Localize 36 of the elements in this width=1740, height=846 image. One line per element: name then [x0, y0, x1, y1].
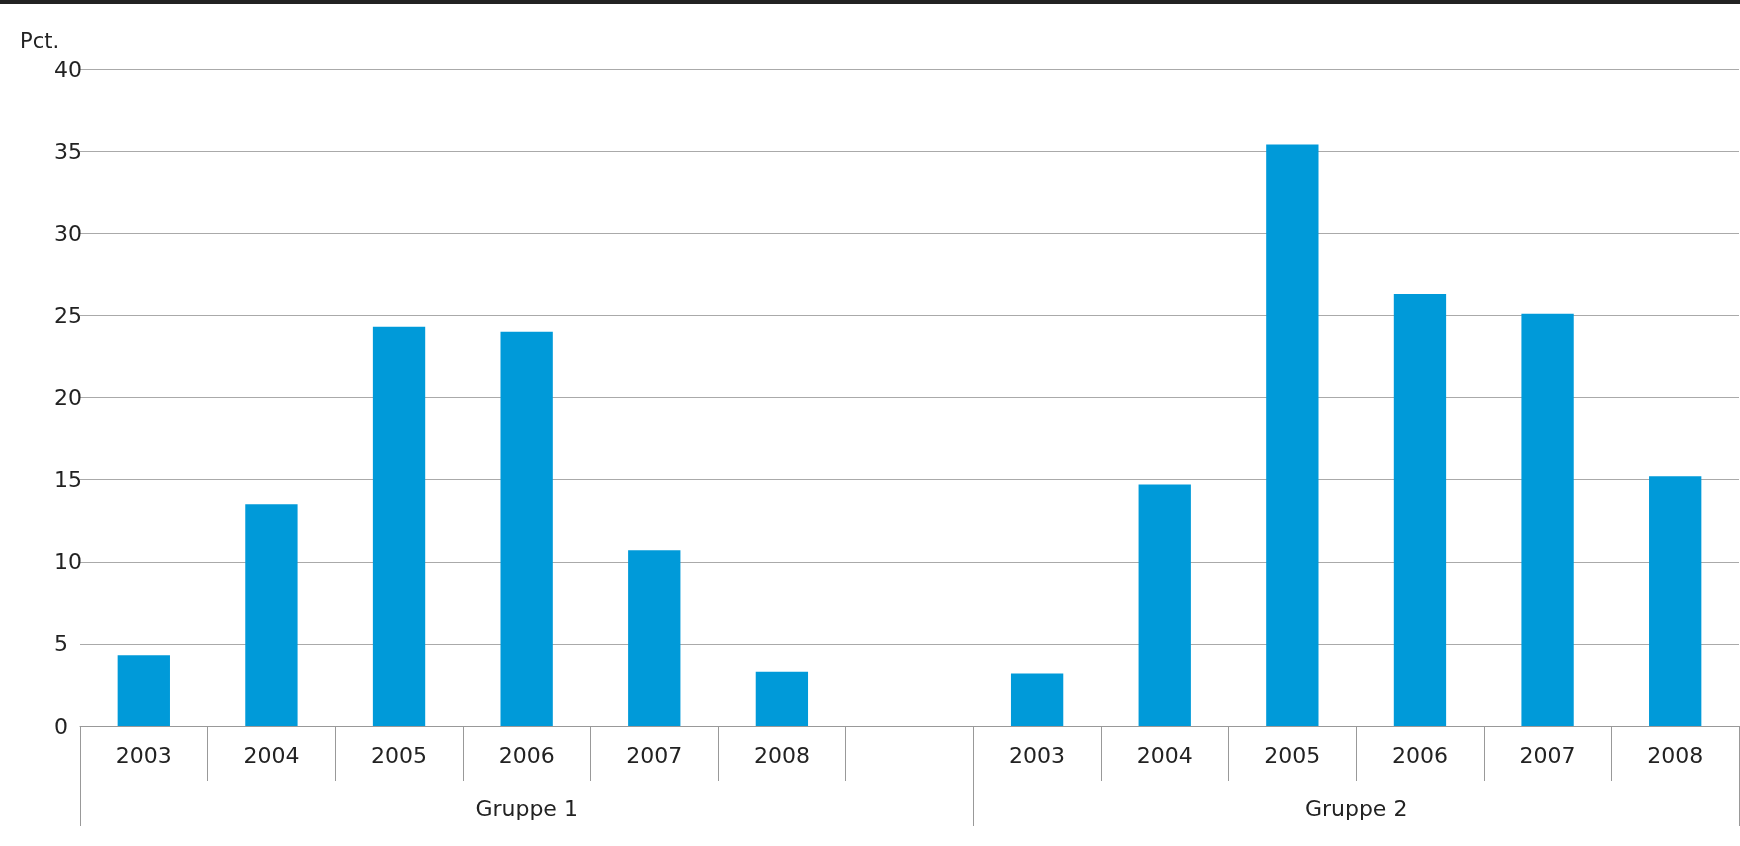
bar: [117, 655, 170, 726]
x-tick-label: 2006: [1391, 742, 1448, 768]
y-axis-title: Pct.: [20, 28, 60, 53]
y-tick-label: 15: [54, 467, 82, 493]
bar: [1138, 484, 1191, 726]
bar: [1266, 144, 1319, 726]
bar: [1393, 294, 1447, 726]
x-tick-label: 2005: [1264, 742, 1321, 768]
y-tick-label: 25: [54, 302, 82, 328]
text: Gruppe 2: [1304, 795, 1408, 821]
bar: [500, 331, 553, 726]
y-tick-label: 35: [54, 138, 82, 164]
bar: [628, 550, 681, 726]
x-tick-label: 2005: [371, 742, 428, 768]
x-tick-label: 2008: [1647, 742, 1704, 768]
x-tick-label: 2004: [243, 742, 300, 768]
bar: [245, 504, 298, 726]
bar: [1010, 673, 1064, 726]
x-tick-label: 2007: [626, 742, 683, 768]
y-tick-label: 5: [54, 631, 68, 657]
text: Gruppe 1: [475, 795, 578, 821]
bar: [1649, 476, 1702, 726]
y-tick-label: 20: [54, 385, 82, 410]
x-tick-label: 2003: [1009, 742, 1066, 768]
x-tick-label: 2008: [753, 742, 810, 768]
x-tick-label: 2004: [1136, 742, 1193, 768]
x-tick-label: 2006: [498, 742, 555, 768]
y-tick-label: 10: [54, 549, 82, 575]
bar: [372, 326, 426, 726]
y-tick-label: 30: [54, 220, 82, 246]
bar: [755, 671, 809, 726]
x-tick-label: 2007: [1519, 742, 1576, 768]
y-tick-label: 0: [54, 713, 68, 739]
x-tick-label: 2003: [115, 742, 172, 768]
bar: [1521, 313, 1574, 726]
y-tick-label: 40: [54, 56, 82, 82]
